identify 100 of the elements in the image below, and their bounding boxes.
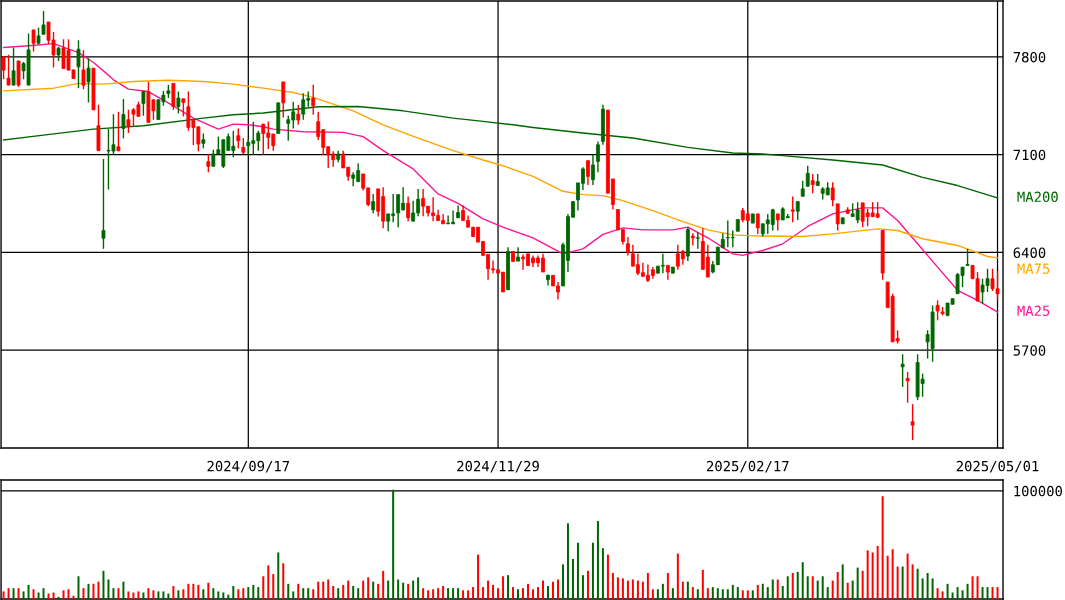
- bar: [442, 586, 445, 599]
- bar: [207, 582, 210, 599]
- bar: [566, 523, 569, 599]
- bar: [846, 582, 849, 599]
- bar: [801, 562, 804, 599]
- bar: [776, 579, 779, 599]
- x-tick-label: 2025/02/17: [707, 460, 789, 473]
- candlestick: [86, 57, 91, 104]
- candlestick: [835, 203, 840, 232]
- bar: [452, 588, 455, 599]
- bar: [532, 589, 535, 599]
- bar: [836, 571, 839, 599]
- bar: [137, 591, 140, 599]
- bar: [881, 496, 884, 599]
- candlestick: [755, 213, 760, 235]
- candlestick: [905, 371, 910, 404]
- y-tick-label: 5700: [1013, 345, 1046, 356]
- candlestick: [705, 244, 710, 278]
- bar: [971, 576, 974, 599]
- bar: [447, 588, 450, 599]
- bar: [527, 583, 530, 599]
- bar: [477, 554, 480, 599]
- bar: [961, 590, 964, 599]
- bar: [502, 576, 505, 599]
- bar: [387, 580, 390, 599]
- bar: [856, 567, 859, 599]
- bar: [691, 587, 694, 599]
- bar: [921, 578, 924, 599]
- candlestick: [805, 165, 810, 187]
- bar: [407, 583, 410, 599]
- candlestick: [690, 232, 695, 247]
- bar: [546, 586, 549, 599]
- bar: [626, 580, 629, 599]
- bar: [522, 588, 525, 599]
- bar: [751, 590, 754, 599]
- bar: [991, 587, 994, 599]
- bar: [561, 564, 564, 599]
- bar: [537, 587, 539, 599]
- bar: [976, 576, 979, 599]
- candlestick: [296, 104, 301, 126]
- bar: [427, 590, 430, 599]
- bar: [861, 570, 864, 599]
- candlestick: [910, 403, 915, 441]
- bar: [796, 571, 799, 599]
- bar: [911, 564, 914, 599]
- bar: [7, 588, 10, 599]
- bar: [891, 549, 894, 599]
- bar: [242, 588, 245, 599]
- bar: [32, 589, 35, 599]
- bar: [377, 583, 380, 599]
- bar: [262, 576, 265, 599]
- line-series: [2, 79, 999, 259]
- bar: [417, 577, 420, 599]
- bar: [167, 593, 170, 599]
- candlestick: [591, 153, 595, 186]
- bar: [367, 577, 370, 599]
- bar: [676, 553, 679, 599]
- bar: [352, 586, 355, 599]
- bar: [72, 595, 75, 599]
- x-tick-label: 2024/11/29: [457, 460, 539, 473]
- candlestick: [171, 82, 176, 111]
- candlestick: [311, 84, 316, 116]
- series-label: MA75: [1017, 263, 1050, 274]
- bar: [432, 589, 435, 599]
- bar: [252, 584, 255, 599]
- bar: [142, 592, 145, 599]
- bar: [696, 589, 699, 599]
- bar: [606, 554, 609, 599]
- bar: [312, 589, 315, 599]
- candlestick: [176, 90, 181, 115]
- bar: [457, 588, 460, 599]
- candlestick: [421, 188, 426, 217]
- bar: [317, 581, 320, 599]
- candlestick: [281, 81, 286, 119]
- bar: [761, 583, 764, 599]
- candlestick: [695, 231, 700, 250]
- bar: [127, 591, 130, 599]
- bar: [711, 587, 714, 599]
- bar: [771, 579, 774, 599]
- bar: [132, 592, 135, 599]
- candlestick: [286, 115, 291, 142]
- bar: [586, 570, 589, 599]
- bar: [671, 588, 674, 599]
- bar: [896, 566, 899, 599]
- bar: [681, 581, 684, 599]
- bar: [786, 576, 789, 599]
- candlestick: [810, 173, 815, 194]
- bar: [157, 591, 160, 599]
- bar: [422, 588, 425, 599]
- bar: [362, 580, 365, 599]
- bar: [901, 566, 904, 599]
- candlestick: [790, 195, 795, 223]
- bar: [292, 591, 295, 599]
- series-label: MA25: [1017, 305, 1050, 317]
- bar: [107, 579, 110, 599]
- bar: [731, 584, 734, 599]
- bar: [781, 586, 784, 599]
- bar: [337, 588, 340, 599]
- candlestick: [516, 246, 520, 262]
- bar: [791, 573, 794, 599]
